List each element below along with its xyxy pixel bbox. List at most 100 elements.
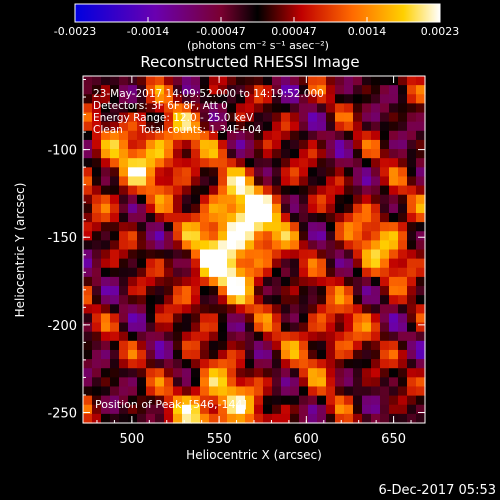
heatmap-cell [344,130,354,141]
heatmap-cell [308,158,318,168]
heatmap-cell [137,395,147,406]
heatmap-cell [326,167,336,178]
heatmap-cell [272,139,282,150]
heatmap-cell [362,258,372,269]
heatmap-cell [101,130,111,141]
heatmap-cell [119,286,129,296]
heatmap-cell [281,139,291,150]
heatmap-cell [290,194,300,205]
heatmap-cell [128,313,138,324]
heatmap-cell [191,85,201,95]
heatmap-cell [299,368,309,378]
heatmap-cell [272,222,282,232]
heatmap-cell [407,94,417,104]
heatmap-cell [389,231,399,241]
heatmap-cell [110,286,120,296]
heatmap-cell [164,194,174,205]
heatmap-cell [236,103,246,114]
heatmap-cell [263,340,273,351]
heatmap-cell [344,286,354,296]
heatmap-cell [389,359,399,369]
heatmap-cell [353,85,363,95]
heatmap-cell [173,149,183,159]
heatmap-cell [416,404,426,415]
heatmap-cell [83,203,93,214]
heatmap-cell [389,276,399,287]
heatmap-cell [416,368,426,378]
heatmap-cell [245,167,255,178]
heatmap-cell [83,413,93,424]
heatmap-cell [218,368,228,378]
heatmap-cell [326,240,336,251]
heatmap-cell [335,267,345,278]
heatmap-cell [407,167,417,178]
heatmap-cell [272,158,282,168]
heatmap-cell [155,368,165,378]
heatmap-cell [290,331,300,342]
heatmap-cell [236,349,246,360]
heatmap-cell [371,103,381,114]
heatmap-cell [389,158,399,168]
heatmap-cell [191,304,201,315]
heatmap-cell [146,258,156,269]
heatmap-cell [155,158,165,168]
heatmap-cell [272,322,282,333]
heatmap-cell [101,249,111,260]
heatmap-cell [218,276,228,287]
heatmap-cell [362,185,372,196]
heatmap-cell [299,130,309,141]
heatmap-cell [389,103,399,114]
heatmap-cell [191,276,201,287]
annotation-line: Energy Range: 12.0 - 25.0 keV [93,112,254,124]
heatmap-cell [119,121,129,132]
heatmap-cell [218,167,228,178]
heatmap-cell [200,359,210,369]
heatmap-cell [155,331,165,342]
heatmap-cell [110,331,120,342]
heatmap-cell [245,194,255,205]
heatmap-cell [191,158,201,168]
heatmap-cell [218,258,228,269]
heatmap-cell [326,85,336,95]
heatmap-cell [344,167,354,178]
heatmap-cell [146,304,156,315]
heatmap-cell [92,249,102,260]
heatmap-cell [200,139,210,150]
heatmap-cell [263,349,273,360]
heatmap-cell [254,286,264,296]
heatmap-cell [344,185,354,196]
heatmap-cell [299,377,309,388]
heatmap-cell [119,112,129,123]
heatmap-cell [236,167,246,178]
heatmap-cell [353,130,363,141]
heatmap-cell [209,377,219,388]
heatmap-cell [236,249,246,260]
heatmap-cell [128,377,138,388]
heatmap-cell [137,130,147,141]
heatmap-cell [92,413,102,424]
heatmap-cell [281,322,291,333]
heatmap-cell [290,130,300,141]
heatmap-cell [137,276,147,287]
heatmap-cell [92,103,102,114]
heatmap-cell [335,331,345,342]
heatmap-cell [209,404,219,415]
heatmap-cell [308,121,318,132]
heatmap-cell [155,176,165,187]
heatmap-cell [101,349,111,360]
heatmap-cell [164,158,174,168]
heatmap-cell [173,286,183,296]
heatmap-cell [362,349,372,360]
heatmap-cell [137,194,147,205]
heatmap-cell [209,212,219,223]
heatmap-cell [281,176,291,187]
heatmap-cell [137,368,147,378]
heatmap-cell [92,322,102,333]
heatmap-cell [137,331,147,342]
heatmap-cell [245,413,255,424]
heatmap-cell [173,322,183,333]
heatmap-cell [326,194,336,205]
heatmap-cell [416,203,426,214]
heatmap-cell [281,149,291,159]
